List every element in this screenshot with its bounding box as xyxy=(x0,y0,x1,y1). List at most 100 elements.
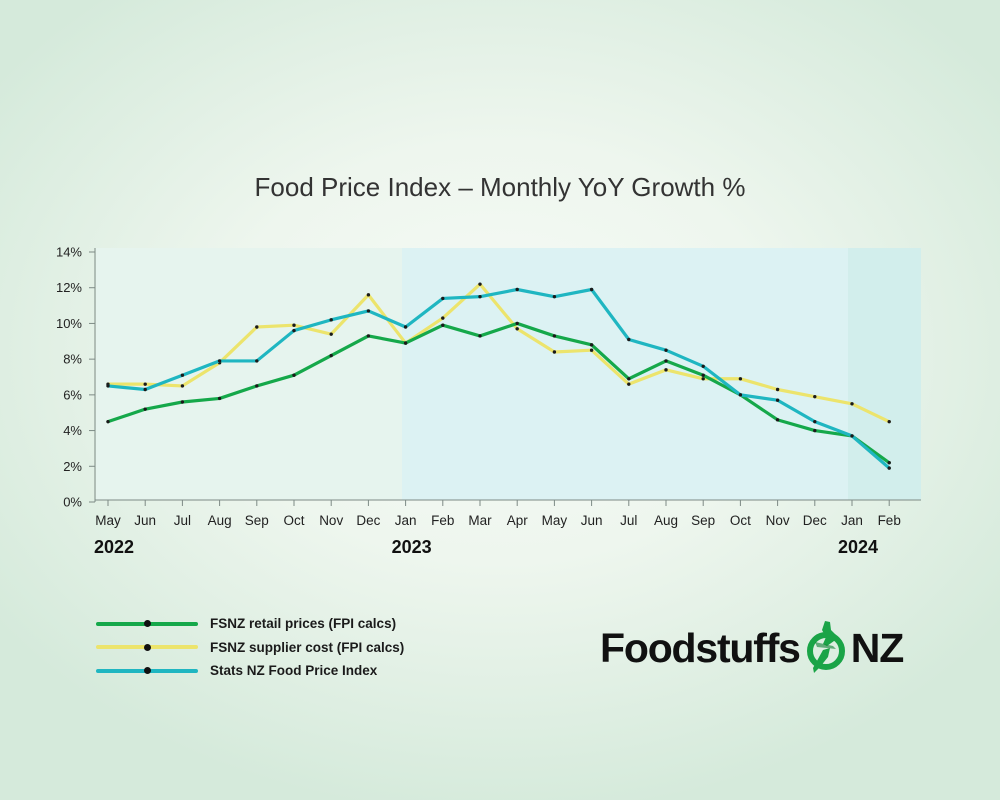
foodstuffs-logo: Foodstuffs NZ xyxy=(600,618,904,678)
y-tick-label: 8% xyxy=(63,352,82,367)
logo-suffix: NZ xyxy=(850,624,904,671)
x-tick-label: Jan xyxy=(841,513,863,528)
data-point xyxy=(366,334,371,338)
x-tick-label: Aug xyxy=(208,513,232,528)
data-point xyxy=(292,323,296,327)
data-point xyxy=(478,294,482,299)
legend-item-supplier: FSNZ supplier cost (FPI calcs) xyxy=(96,636,404,660)
data-point xyxy=(515,287,519,292)
data-point xyxy=(329,332,333,336)
legend-swatch-retail xyxy=(96,620,198,628)
data-point xyxy=(478,334,482,338)
data-point xyxy=(627,377,631,381)
x-tick-label: Apr xyxy=(507,513,529,528)
data-point xyxy=(441,323,445,327)
data-point xyxy=(850,402,854,406)
data-point xyxy=(887,466,891,470)
x-tick-label: Feb xyxy=(431,513,454,528)
data-point xyxy=(292,373,296,377)
data-point xyxy=(589,287,594,292)
data-point xyxy=(738,393,743,397)
y-tick-label: 6% xyxy=(63,387,82,402)
legend-item-retail: FSNZ retail prices (FPI calcs) xyxy=(96,612,404,636)
data-point xyxy=(329,353,333,358)
data-point xyxy=(813,419,817,424)
x-tick-label: Jun xyxy=(134,513,156,528)
series-layer xyxy=(106,282,891,470)
series-line xyxy=(106,282,891,424)
x-tick-label: Sep xyxy=(245,513,269,528)
x-tick-label: Oct xyxy=(283,513,304,528)
data-point xyxy=(441,316,445,320)
data-point xyxy=(217,359,222,363)
data-point xyxy=(589,348,594,352)
data-point xyxy=(775,418,780,422)
x-tick-label: Nov xyxy=(766,513,790,528)
year-label: 2024 xyxy=(838,537,878,557)
logo-wordmark: Foodstuffs xyxy=(600,624,801,671)
y-tick-label: 4% xyxy=(63,423,82,438)
x-tick-label: Jul xyxy=(620,513,637,528)
x-tick-label: Jul xyxy=(174,513,191,528)
x-tick-label: May xyxy=(95,513,121,528)
y-tick-label: 14% xyxy=(56,245,82,260)
data-point xyxy=(775,398,780,402)
y-tick-label: 12% xyxy=(56,280,82,295)
data-point xyxy=(552,334,557,338)
data-point xyxy=(255,384,259,388)
data-point xyxy=(701,373,705,377)
data-point xyxy=(143,407,147,411)
x-tick-label: Dec xyxy=(356,513,380,528)
series-2 xyxy=(106,287,891,470)
chart-title: Food Price Index – Monthly YoY Growth % xyxy=(255,172,746,202)
data-point xyxy=(627,382,631,386)
data-point xyxy=(106,384,110,388)
data-point xyxy=(738,377,743,381)
data-point xyxy=(589,343,594,347)
y-tick-label: 0% xyxy=(63,495,82,510)
data-point xyxy=(180,384,185,388)
data-point xyxy=(217,396,222,401)
data-point xyxy=(180,373,185,377)
data-point xyxy=(403,341,408,345)
data-point xyxy=(664,348,668,352)
legend: FSNZ retail prices (FPI calcs) FSNZ supp… xyxy=(96,612,404,683)
x-tick-label: Oct xyxy=(730,513,751,528)
data-point xyxy=(664,368,668,372)
data-point xyxy=(664,359,668,363)
data-point xyxy=(143,387,147,392)
y-axis: 0% 2% 4% 6% 8% 10% 12% 14% xyxy=(56,245,96,510)
data-point xyxy=(255,325,259,329)
year-label: 2023 xyxy=(392,537,432,557)
series-line xyxy=(106,321,891,465)
x-tick-label: Nov xyxy=(319,513,343,528)
data-point xyxy=(850,434,854,438)
data-point xyxy=(813,428,817,433)
data-point xyxy=(515,321,519,326)
series-line xyxy=(106,287,891,470)
x-tick-label: Jan xyxy=(395,513,417,528)
data-point xyxy=(329,318,333,322)
x-tick-label: Jun xyxy=(581,513,603,528)
x-tick-label: Mar xyxy=(468,513,492,528)
x-axis: May Jun Jul Aug Sep Oct Nov Dec Jan Feb Mar Apr May J… xyxy=(94,499,921,557)
legend-swatch-statsnz xyxy=(96,667,198,675)
nz-map-icon xyxy=(806,621,845,673)
x-tick-label: Sep xyxy=(691,513,715,528)
year-label: 2022 xyxy=(94,537,134,557)
data-point xyxy=(701,377,705,381)
data-point xyxy=(552,350,557,354)
data-point xyxy=(403,325,408,329)
data-point xyxy=(813,394,817,399)
data-point xyxy=(887,419,891,424)
x-tick-label: May xyxy=(542,513,568,528)
data-point xyxy=(180,400,185,404)
data-point xyxy=(441,296,445,301)
data-point xyxy=(478,282,482,286)
y-tick-label: 10% xyxy=(56,316,82,331)
legend-label-statsnz: Stats NZ Food Price Index xyxy=(210,663,378,679)
x-tick-label: Dec xyxy=(803,513,827,528)
data-point xyxy=(366,309,371,313)
data-point xyxy=(143,382,147,386)
